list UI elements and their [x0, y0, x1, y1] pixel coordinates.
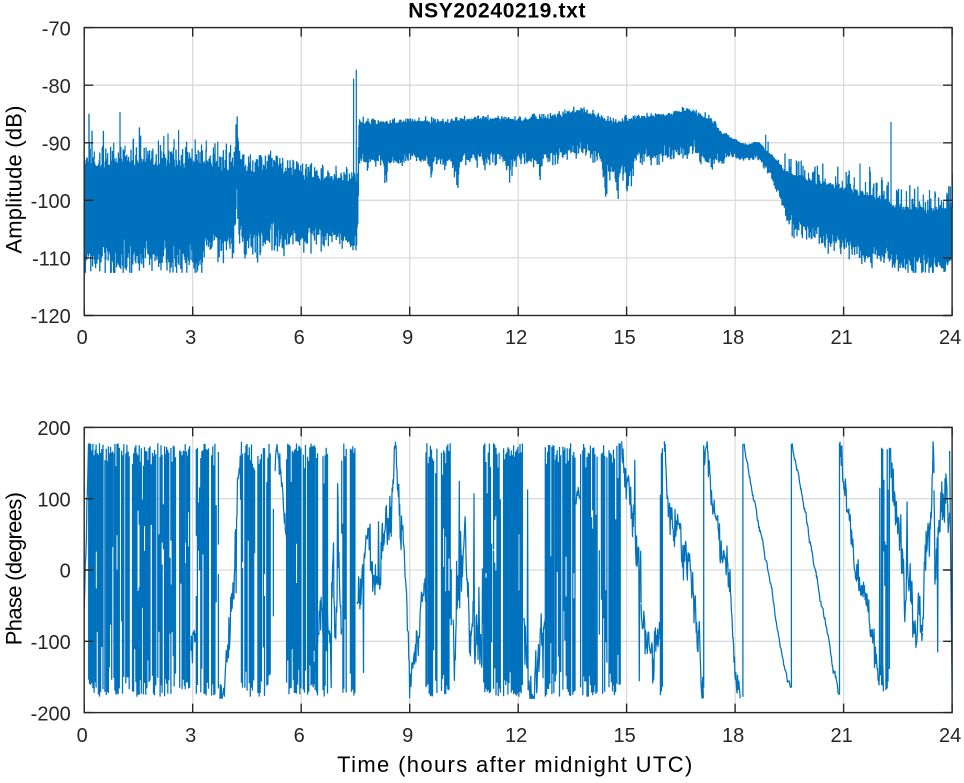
svg-text:21: 21 [830, 327, 852, 349]
svg-text:100: 100 [37, 489, 70, 511]
svg-text:24: 24 [939, 327, 961, 349]
svg-text:18: 18 [722, 725, 744, 747]
svg-text:200: 200 [37, 418, 70, 440]
svg-text:15: 15 [614, 327, 636, 349]
svg-text:-120: -120 [31, 306, 71, 328]
svg-text:Amplitude (dB): Amplitude (dB) [2, 105, 27, 253]
svg-text:24: 24 [939, 725, 961, 747]
svg-text:Phase (degrees): Phase (degrees) [2, 493, 27, 645]
svg-text:12: 12 [505, 327, 527, 349]
svg-text:0: 0 [60, 561, 71, 583]
svg-text:NSY20240219.txt: NSY20240219.txt [408, 0, 586, 23]
svg-text:-90: -90 [42, 133, 71, 155]
svg-text:15: 15 [614, 725, 636, 747]
svg-text:0: 0 [77, 725, 88, 747]
svg-text:9: 9 [402, 725, 413, 747]
svg-text:18: 18 [722, 327, 744, 349]
svg-text:3: 3 [185, 725, 196, 747]
svg-text:Time (hours after midnight UTC: Time (hours after midnight UTC) [337, 752, 693, 777]
svg-text:-200: -200 [31, 703, 71, 725]
svg-text:0: 0 [77, 327, 88, 349]
svg-text:21: 21 [830, 725, 852, 747]
svg-text:6: 6 [294, 725, 305, 747]
svg-text:-70: -70 [42, 18, 71, 40]
svg-text:-100: -100 [31, 191, 71, 213]
svg-text:-80: -80 [42, 76, 71, 98]
svg-text:9: 9 [402, 327, 413, 349]
svg-text:3: 3 [185, 327, 196, 349]
svg-text:6: 6 [294, 327, 305, 349]
svg-text:-110: -110 [32, 249, 71, 271]
svg-text:-100: -100 [31, 632, 71, 654]
svg-text:12: 12 [505, 725, 527, 747]
